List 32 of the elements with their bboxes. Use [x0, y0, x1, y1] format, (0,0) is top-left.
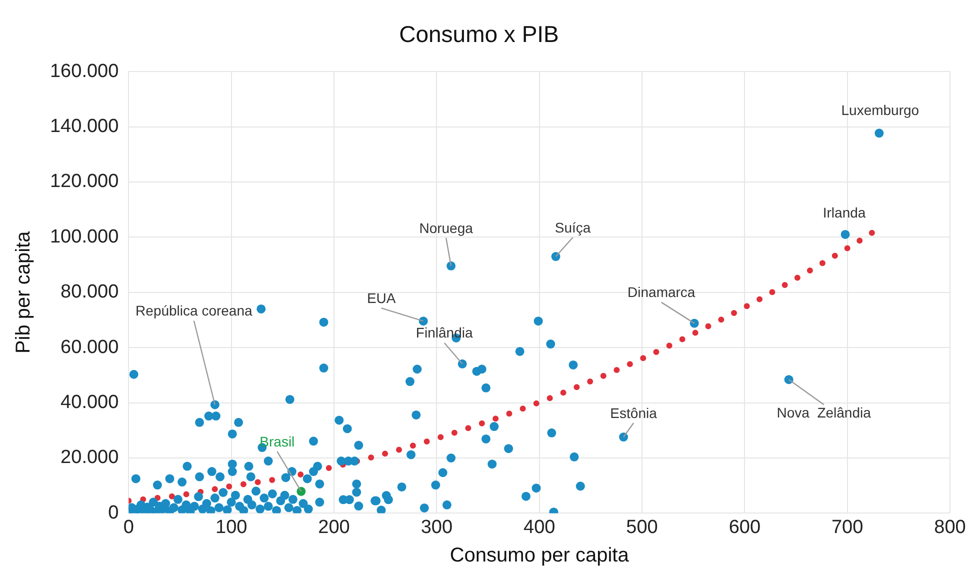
x-tick-label: 100 [215, 516, 248, 538]
annotation: EUA [366, 290, 396, 306]
y-tick-label: 60.000 [60, 336, 119, 358]
annotation: Irlanda [822, 204, 866, 220]
annotation: Nova Zelândia [776, 404, 872, 420]
x-tick-label: 500 [626, 516, 658, 538]
annotation: Finlândia [416, 324, 473, 341]
y-tick-label: 80.000 [60, 282, 119, 303]
y-tick-label: 100.000 [50, 226, 119, 248]
y-tick-label: 140.000 [50, 116, 119, 138]
y-tick-label: 160.000 [50, 60, 119, 82]
annotation: República coreana [136, 302, 252, 319]
x-tick-label: 800 [934, 516, 966, 538]
y-tick-label: 20.000 [60, 447, 119, 468]
x-tick-label: 0 [123, 516, 134, 538]
x-tick-label: 200 [318, 516, 350, 538]
x-tick-label: 300 [420, 516, 453, 538]
annotation: Suíça [554, 219, 591, 236]
y-tick-label: 40.000 [60, 392, 119, 414]
annotation: Dinamarca [628, 284, 696, 300]
chart-title: Consumo x PIB [399, 21, 559, 48]
x-tick-label: 700 [831, 516, 864, 538]
x-tick-label: 600 [728, 516, 761, 538]
y-tick-label: 120.000 [50, 171, 119, 192]
x-tick-label: 400 [523, 516, 556, 538]
y-tick-label: 0 [108, 502, 119, 524]
annotation: Noruega [419, 220, 474, 236]
x-axis-title: Consumo per capita [450, 544, 630, 567]
annotation: Estônia [610, 404, 658, 421]
annotation: Luxemburgo [841, 102, 920, 118]
annotation: Brasil [260, 433, 295, 450]
y-axis-title: Pib per capita [12, 230, 35, 354]
